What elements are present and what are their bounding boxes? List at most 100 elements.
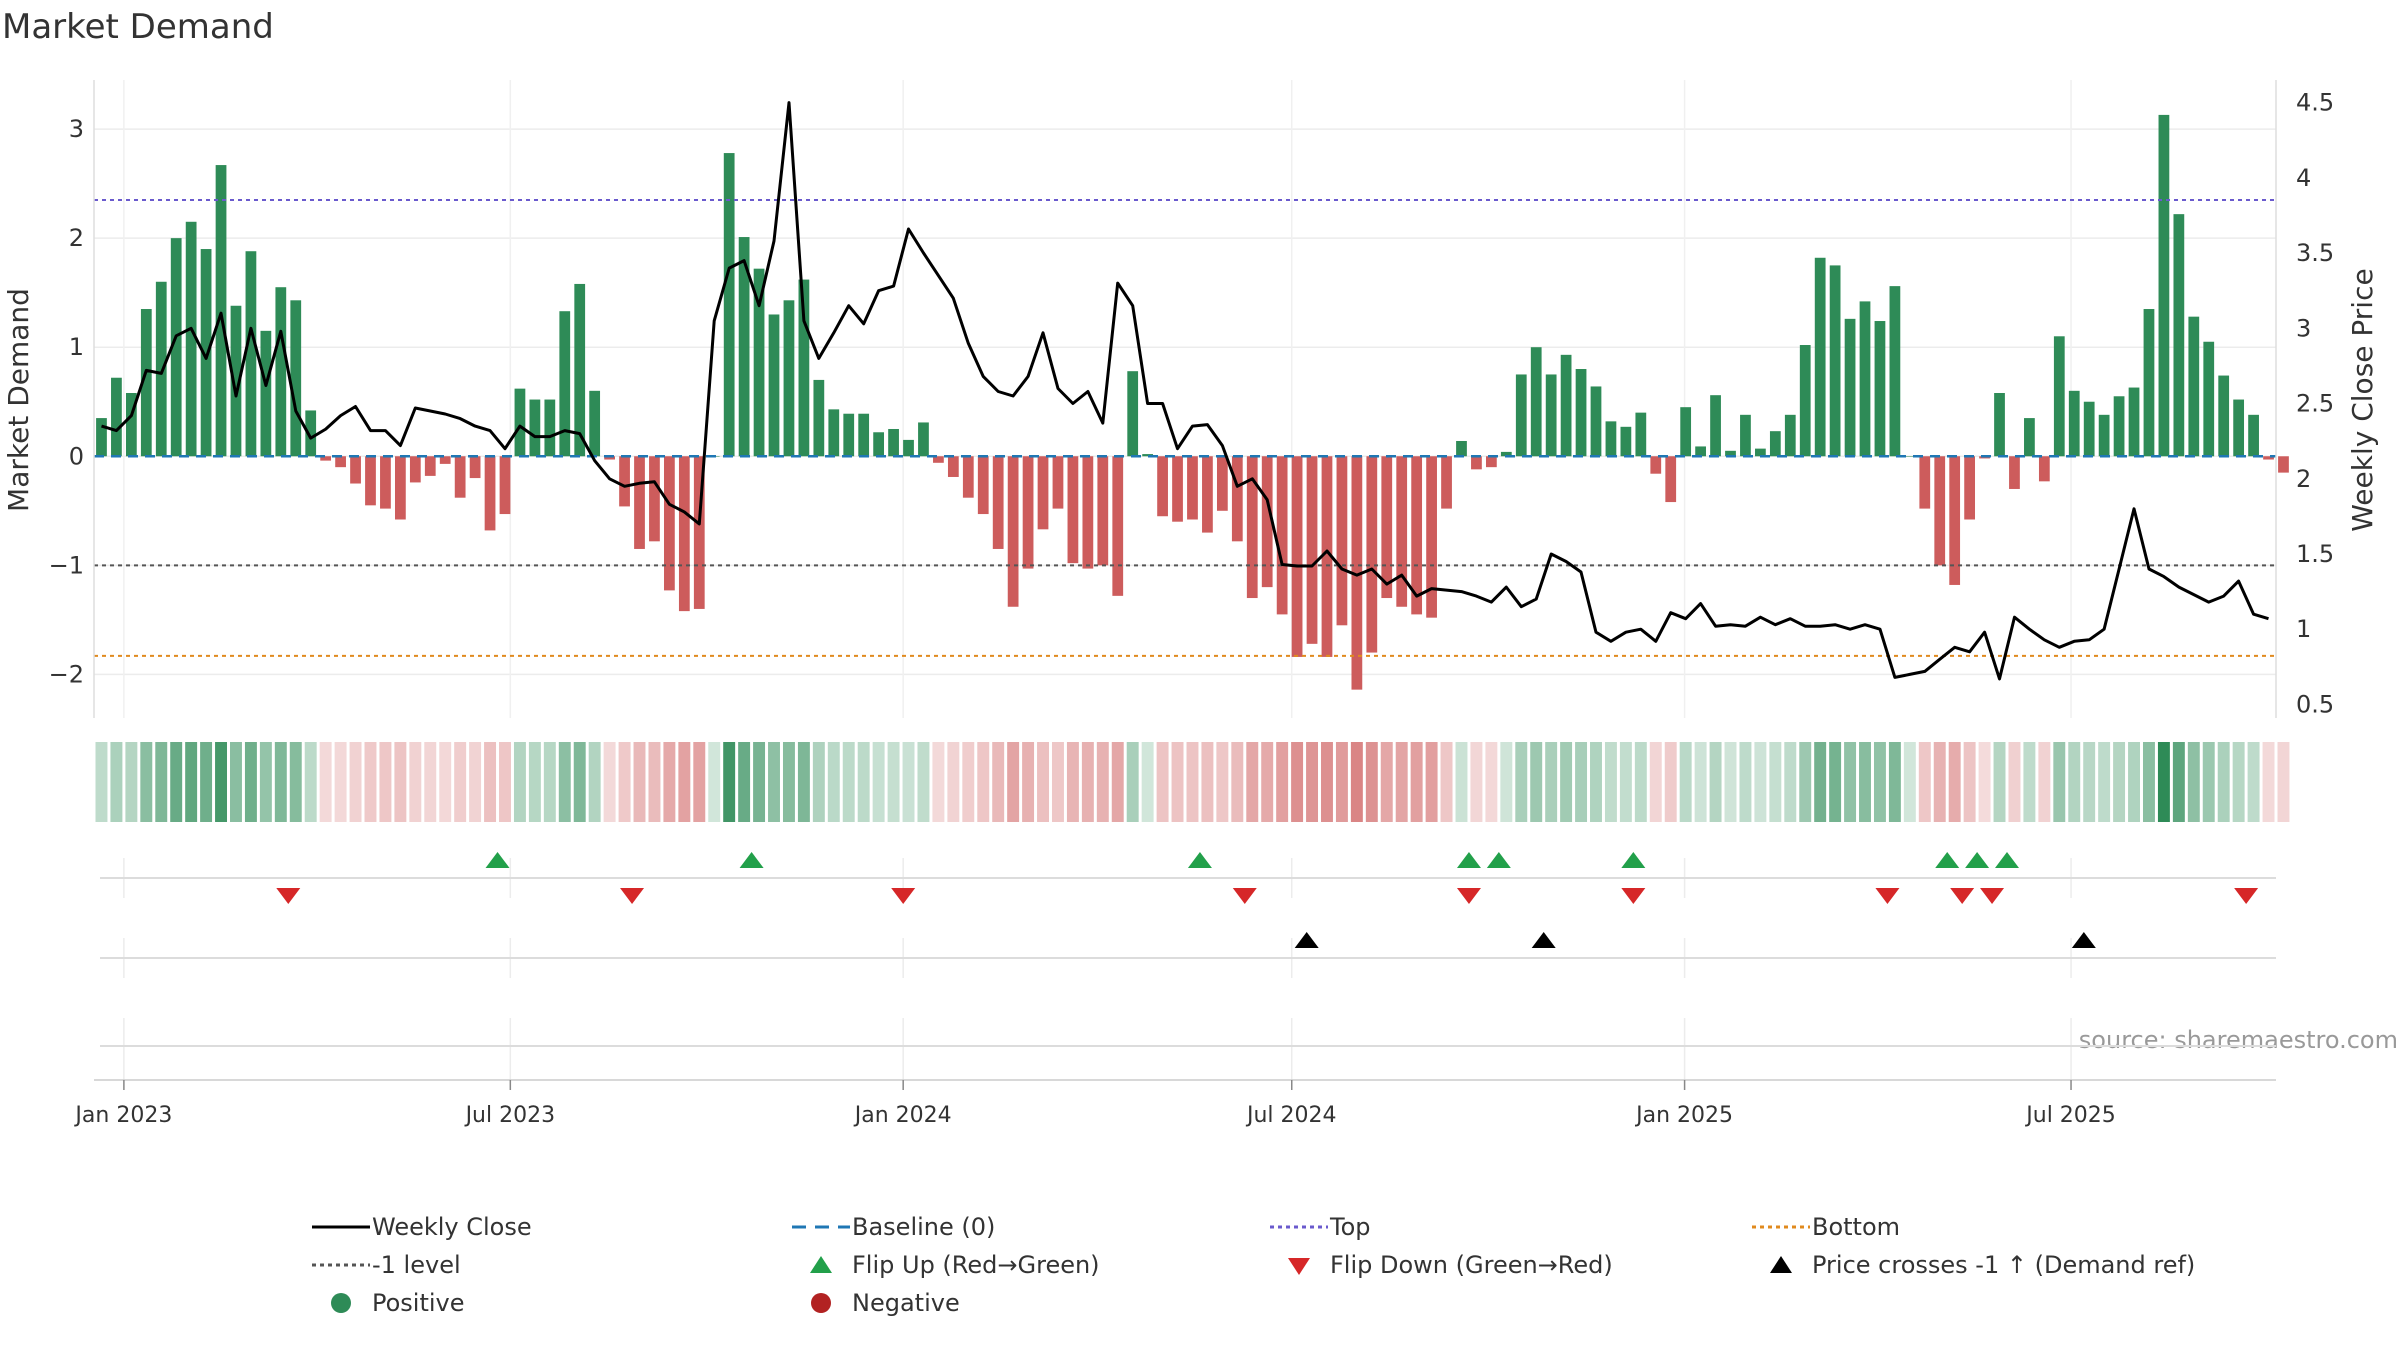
flip-up-marker [1456,852,1481,868]
heat-cell [1395,742,1408,822]
demand-bar [290,300,302,457]
y2-tick-label: 4.5 [2296,89,2334,117]
demand-bar [2233,399,2245,457]
demand-bar [2143,309,2155,457]
y-tick-label: 0 [69,442,84,470]
heat-cell [1186,742,1199,822]
demand-bar [1291,456,1303,657]
demand-bar [1829,265,1841,457]
heat-cell [1575,742,1588,822]
positive-dot-icon [331,1293,351,1313]
demand-bar [977,456,989,515]
heat-cell [1754,742,1767,822]
demand-bar [1964,456,1976,520]
negative-dot-icon [811,1293,831,1313]
heat-cell [842,742,855,822]
demand-bar [1231,456,1243,542]
heat-cell [797,742,810,822]
heat-cell [1619,742,1632,822]
demand-bar [1665,456,1677,503]
event-markers [100,852,2276,1047]
heat-cell [484,742,497,822]
demand-bar [1680,407,1692,457]
demand-bar [1515,374,1527,457]
heat-cell [230,742,242,822]
heat-cell [768,742,780,822]
demand-bar [2158,114,2170,457]
demand-bar [2038,456,2050,482]
demand-bar [2009,456,2020,489]
legend-label: Negative [852,1289,960,1317]
demand-bar [933,456,944,463]
demand-bar [2128,387,2140,457]
heat-cell [1859,742,1871,822]
heat-cell [259,742,272,822]
legend-label: Weekly Close [372,1213,532,1241]
demand-bar [723,153,735,457]
reference-lines [94,198,2276,657]
flip-down-marker [1621,888,1646,904]
demand-bar [454,456,466,498]
heat-cell [573,742,586,822]
demand-bar [514,388,526,457]
heat-cell [1007,742,1020,822]
demand-bar [2248,414,2259,457]
baseline-dashed-line-icon [792,1225,850,1229]
legend-item-top: Top [1268,1212,1371,1242]
heat-cell [1963,742,1976,822]
heat-cell [1306,742,1319,822]
demand-bar [1710,395,1721,457]
x-tick-label: Jul 2025 [2024,1103,2116,1128]
demand-bar [1919,456,1931,509]
demand-bar [1426,456,1437,618]
demand-bar [1500,451,1512,457]
heat-cell [334,742,347,822]
demand-bar [619,456,630,507]
demand-bar [1216,456,1228,511]
demand-bar [320,456,332,461]
heat-cell [379,742,392,822]
heat-cell [708,742,721,822]
heat-cell [1276,742,1289,822]
demand-bar [230,305,242,457]
demand-bar [634,456,645,549]
flip-down-marker [1232,888,1257,904]
demand-bar [962,456,974,498]
demand-bar [1202,456,1213,533]
demand-bar [1187,456,1198,520]
heat-cell [917,742,930,822]
heat-cell [633,742,646,822]
heat-cell [1440,742,1453,822]
demand-bar [469,456,481,479]
demand-bar [2203,341,2215,457]
heat-cell [1829,742,1842,822]
y2-tick-label: 4 [2296,164,2311,192]
heat-cell [872,742,885,822]
minus1-dotted-line-icon [312,1263,370,1267]
heat-cell [738,742,751,822]
demand-bar [1276,456,1288,615]
x-tick-label: Jul 2024 [1245,1103,1337,1128]
heat-cell [1126,742,1139,822]
heat-cell [2038,742,2051,822]
heat-cell [992,742,1005,822]
demand-bar [1007,456,1019,607]
price-cross-triangle-icon [1770,1256,1792,1273]
heat-cell [962,742,975,822]
flip-down-marker [1875,888,1900,904]
heat-cell [2053,742,2066,822]
demand-bar [1022,456,1034,569]
heat-cell [1081,742,1094,822]
heat-cell [1156,742,1169,822]
demand-bar [1799,345,1811,457]
weekly-close-series [101,101,2269,681]
legend-item-negative: Negative [790,1288,960,1318]
heat-cell [1515,742,1528,822]
demand-bar [380,456,391,509]
heat-cell [1978,742,1991,822]
heat-cell [1903,742,1916,822]
heat-cell [409,742,422,822]
legend-item-weekly-close: Weekly Close [310,1212,532,1242]
grid-layer [94,80,2276,1080]
heat-cell [1560,742,1573,822]
